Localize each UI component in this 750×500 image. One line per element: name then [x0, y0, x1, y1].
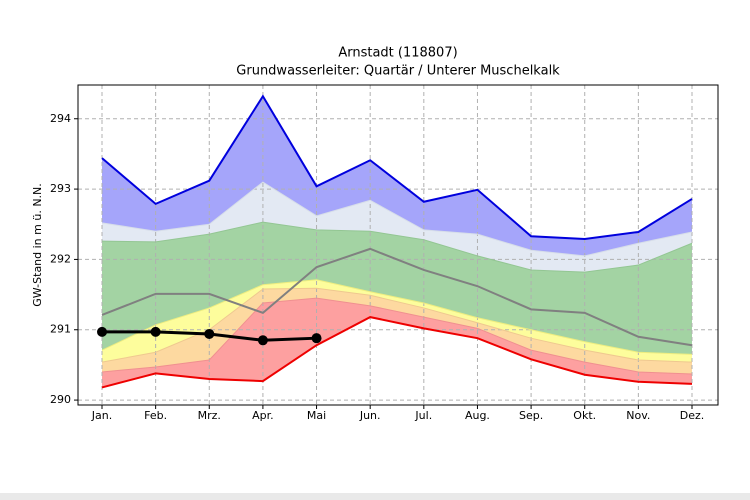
chart-subtitle: Grundwasserleiter: Quartär / Unterer Mus…: [236, 64, 560, 79]
point: [311, 333, 322, 344]
chart-title: Arnstadt (118807): [338, 46, 457, 61]
band-edge: [101, 279, 693, 355]
y-tick-label: 291: [50, 323, 71, 336]
bottom-strip: [0, 493, 750, 500]
band: [102, 279, 692, 363]
x-tick-label: Mrz.: [198, 409, 221, 422]
band-edge: [101, 181, 693, 257]
point: [257, 335, 268, 346]
point: [97, 326, 107, 337]
x-tick-label: Sep.: [519, 409, 543, 422]
y-tick-label: 293: [50, 182, 71, 195]
x-tick-label: Aug.: [465, 409, 490, 422]
band: [102, 182, 692, 273]
x-tick-label: Jun.: [359, 409, 381, 422]
x-tick-label: Jan.: [91, 409, 112, 422]
x-tick-label: Okt.: [573, 409, 596, 422]
x-tick-label: Feb.: [144, 409, 167, 422]
y-tick-label: 292: [50, 252, 71, 265]
band-edge: [101, 94, 693, 241]
band: [102, 96, 692, 256]
band-edge: [101, 297, 693, 375]
band: [102, 288, 692, 375]
x-tick-label: Mai: [307, 409, 326, 422]
y-axis-label: GW-Stand in m ü. N.N.: [31, 183, 44, 307]
x-tick-label: Nov.: [626, 409, 650, 422]
band: [102, 222, 692, 355]
x-tick-label: Apr.: [252, 409, 274, 422]
x-tick-label: Dez.: [680, 409, 705, 422]
band-edge: [101, 221, 693, 273]
y-tick-label: 290: [50, 393, 71, 406]
x-tick-label: Jul.: [414, 409, 432, 422]
line: [101, 247, 693, 347]
y-tick-label: 294: [50, 112, 71, 125]
band: [102, 298, 692, 388]
point: [204, 328, 215, 339]
band-edge: [101, 316, 693, 389]
plot-frame: [77, 84, 719, 406]
point: [150, 326, 161, 337]
